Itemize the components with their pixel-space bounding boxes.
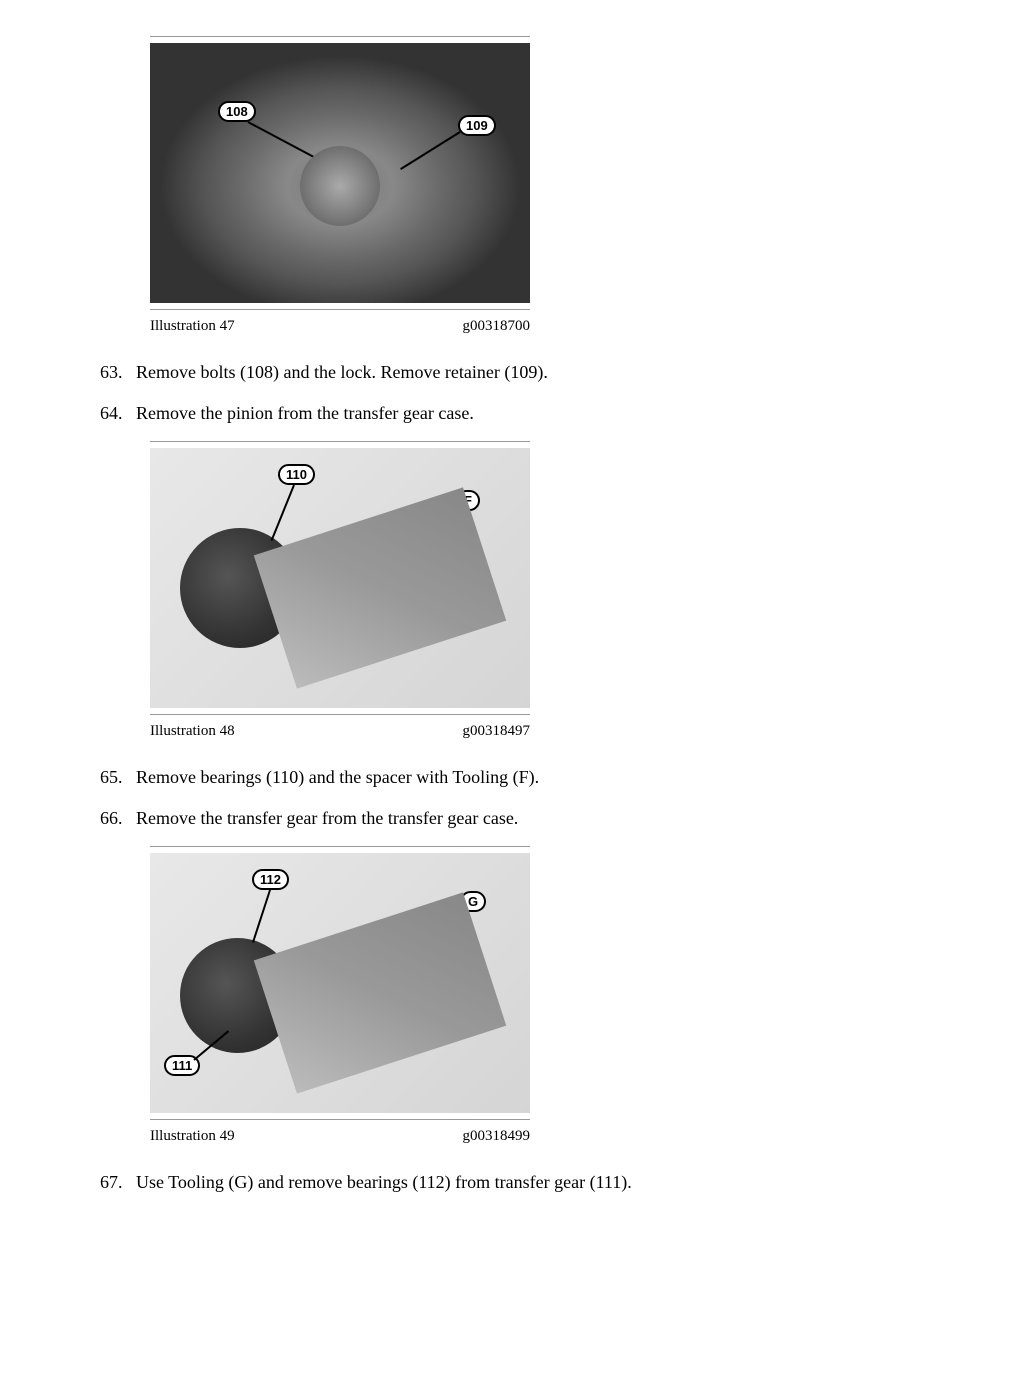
figure-caption-right: g00318497 [463, 723, 531, 740]
callout-112: 112 [252, 869, 289, 890]
figure-49: 112 G 111 Illustration 49 g00318499 [150, 846, 944, 1145]
step-number: 66. [100, 805, 136, 832]
leader [193, 1030, 229, 1060]
figure-caption-right: g00318700 [463, 318, 531, 335]
figure-49-caption: Illustration 49 g00318499 [150, 1128, 530, 1145]
figure-47-image: 108 109 [150, 43, 530, 303]
figure-rule-bottom [150, 1119, 530, 1120]
figure-caption-left: Illustration 47 [150, 318, 235, 335]
figure-caption-left: Illustration 49 [150, 1128, 235, 1145]
step-65: 65. Remove bearings (110) and the spacer… [100, 764, 944, 791]
figure-caption-left: Illustration 48 [150, 723, 235, 740]
callout-G: G [460, 891, 486, 912]
step-number: 64. [100, 400, 136, 427]
step-list: 65. Remove bearings (110) and the spacer… [100, 764, 944, 832]
step-number: 67. [100, 1169, 136, 1196]
figure-rule-top [150, 846, 530, 847]
step-number: 65. [100, 764, 136, 791]
figure-48-caption: Illustration 48 g00318497 [150, 723, 530, 740]
leader [252, 890, 271, 943]
figure-48: 110 F Illustration 48 g00318497 [150, 441, 944, 740]
leader [248, 121, 346, 174]
figure-rule-bottom [150, 714, 530, 715]
step-list: 67. Use Tooling (G) and remove bearings … [100, 1169, 944, 1196]
leader [271, 485, 295, 541]
step-number: 63. [100, 359, 136, 386]
leader [400, 131, 460, 170]
step-text: Remove the pinion from the transfer gear… [136, 400, 474, 427]
step-text: Remove bearings (110) and the spacer wit… [136, 764, 539, 791]
step-64: 64. Remove the pinion from the transfer … [100, 400, 944, 427]
figure-rule-bottom [150, 309, 530, 310]
callout-F: F [456, 490, 480, 511]
figure-48-image: 110 F [150, 448, 530, 708]
step-text: Remove the transfer gear from the transf… [136, 805, 518, 832]
step-list: 63. Remove bolts (108) and the lock. Rem… [100, 359, 944, 427]
step-text: Remove bolts (108) and the lock. Remove … [136, 359, 548, 386]
figure-rule-top [150, 441, 530, 442]
figure-rule-top [150, 36, 530, 37]
step-text: Use Tooling (G) and remove bearings (112… [136, 1169, 632, 1196]
callout-110: 110 [278, 464, 315, 485]
leader [408, 506, 457, 535]
step-63: 63. Remove bolts (108) and the lock. Rem… [100, 359, 944, 386]
figure-49-image: 112 G 111 [150, 853, 530, 1113]
figure-47-caption: Illustration 47 g00318700 [150, 318, 530, 335]
figure-caption-right: g00318499 [463, 1128, 531, 1145]
leader [412, 907, 461, 936]
step-67: 67. Use Tooling (G) and remove bearings … [100, 1169, 944, 1196]
step-66: 66. Remove the transfer gear from the tr… [100, 805, 944, 832]
callout-108: 108 [218, 101, 256, 122]
figure-47: 108 109 Illustration 47 g00318700 [150, 36, 944, 335]
callout-109: 109 [458, 115, 496, 136]
